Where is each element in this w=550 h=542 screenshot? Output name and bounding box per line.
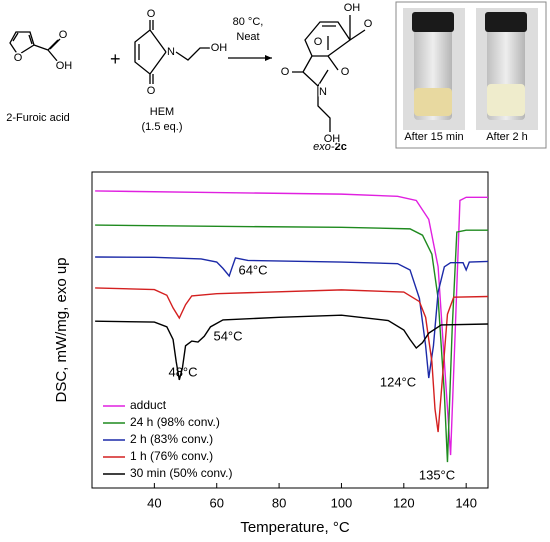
product-label: exo-2c	[313, 141, 347, 153]
plot-frame	[91, 171, 489, 489]
atom-label: O	[314, 36, 323, 48]
plus-sign: +	[110, 49, 121, 69]
atom-label: OH	[56, 60, 73, 72]
atom-label: OH	[211, 42, 228, 54]
atom-label: OH	[324, 133, 341, 145]
label: HEM	[150, 106, 174, 118]
x-tick-label: 40	[147, 495, 161, 510]
arrow-head	[265, 55, 272, 61]
condition: 80 °C,	[233, 16, 264, 28]
annotation: 124°C	[380, 374, 416, 389]
vial-cap	[412, 12, 454, 32]
atom-label: N	[167, 46, 175, 58]
annotation: 54°C	[213, 328, 242, 343]
condition: Neat	[236, 31, 259, 43]
vial-cap	[485, 12, 527, 32]
annotation: 135°C	[419, 467, 455, 482]
atom-label: O	[147, 85, 156, 97]
vial-liquid	[414, 88, 452, 116]
dsc-curve	[95, 287, 489, 433]
dsc-curve	[95, 314, 489, 381]
legend-label: 1 h (76% conv.)	[130, 449, 213, 463]
annotation: 48°C	[168, 364, 197, 379]
vial-liquid	[487, 84, 525, 116]
x-tick-label: 140	[455, 495, 477, 510]
x-tick-label: 100	[331, 495, 353, 510]
atom-label: O	[59, 29, 68, 41]
legend-label: 24 h (98% conv.)	[130, 415, 220, 429]
photo-label: After 15 min	[404, 131, 463, 143]
atom-label: O	[14, 52, 23, 64]
x-tick-label: 60	[209, 495, 223, 510]
annotation: 64°C	[238, 262, 267, 277]
x-axis-title: Temperature, °C	[240, 519, 350, 536]
dsc-curve	[95, 256, 489, 379]
atom-label: O	[364, 18, 373, 30]
atom-label: O	[341, 66, 350, 78]
atom-label: OH	[344, 2, 361, 14]
hem-structure	[134, 20, 212, 84]
atom-label: N	[319, 86, 327, 98]
product-structure	[292, 15, 366, 132]
label: exo-	[313, 141, 335, 153]
legend-label: 2 h (83% conv.)	[130, 432, 213, 446]
label: 2-Furoic acid	[6, 112, 70, 124]
atom-label: O	[147, 8, 156, 20]
dsc-curve	[95, 190, 488, 456]
label: 2c	[335, 141, 347, 153]
x-tick-label: 120	[393, 495, 415, 510]
y-axis-title: DSC, mW/mg, exo up	[53, 257, 70, 402]
atom-label: O	[281, 66, 290, 78]
legend-label: 30 min (50% conv.)	[130, 466, 233, 480]
photo-label: After 2 h	[486, 131, 528, 143]
x-tick-label: 80	[272, 495, 286, 510]
furoic-acid-structure	[9, 31, 61, 63]
legend-label: adduct	[130, 398, 167, 412]
label: (1.5 eq.)	[142, 121, 183, 133]
